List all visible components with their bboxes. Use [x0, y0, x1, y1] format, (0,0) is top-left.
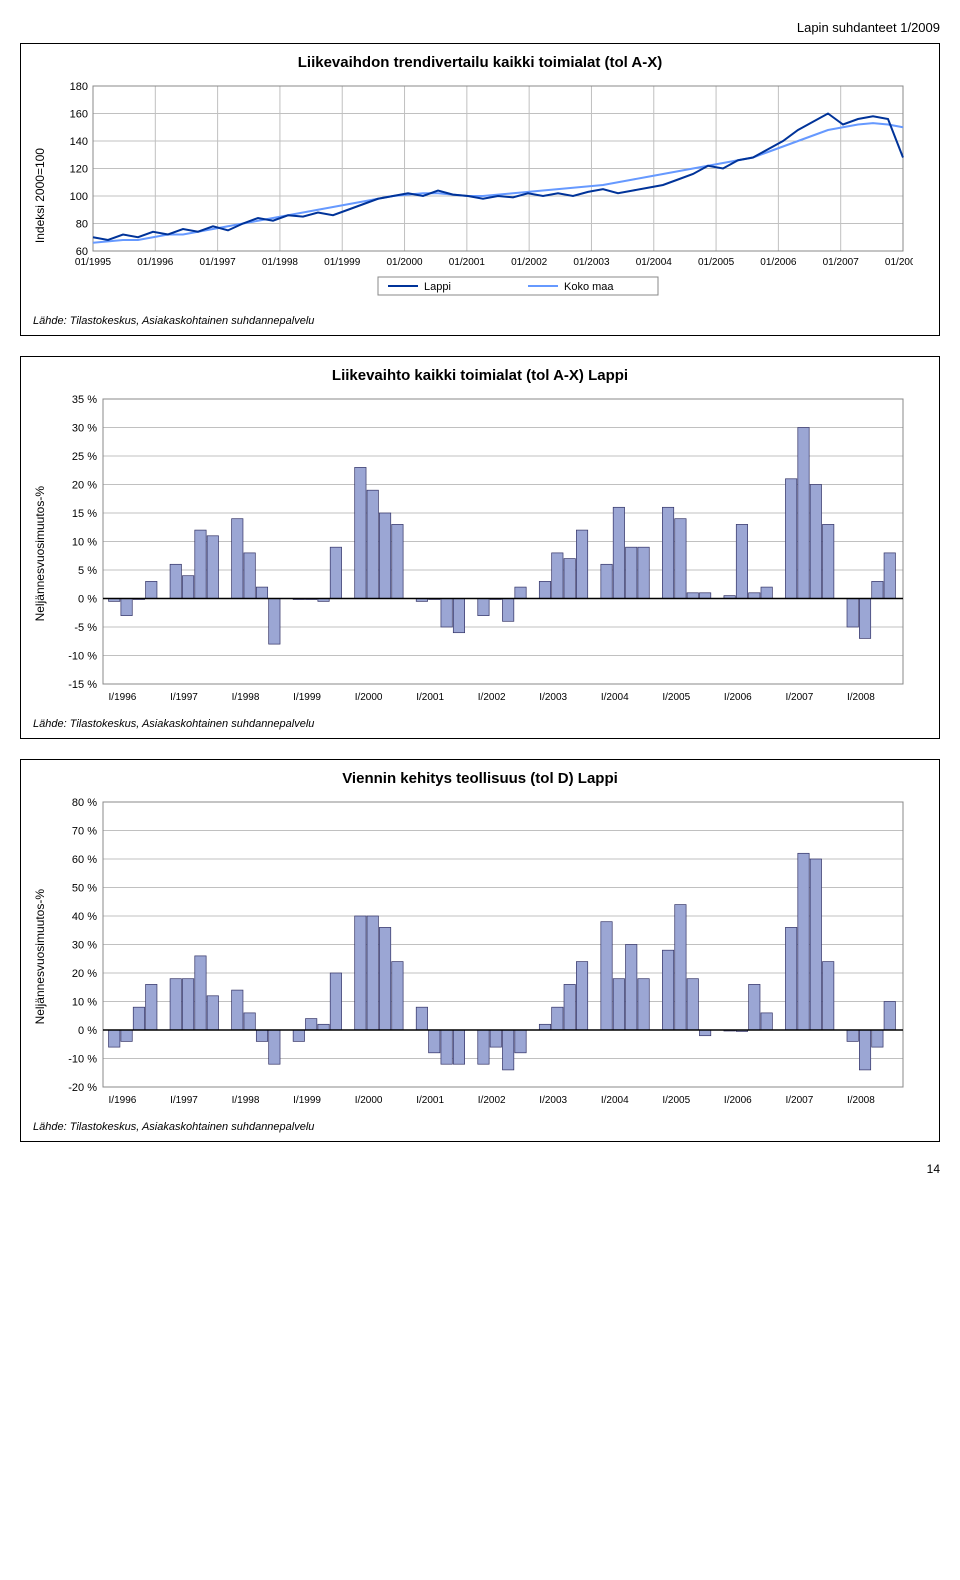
chart2-container: Liikevaihto kaikki toimialat (tol A-X) L…	[20, 356, 940, 739]
svg-text:5 %: 5 %	[78, 565, 97, 577]
svg-text:25 %: 25 %	[72, 451, 97, 463]
svg-text:01/2004: 01/2004	[636, 257, 673, 268]
svg-text:01/2006: 01/2006	[760, 257, 797, 268]
svg-text:140: 140	[70, 136, 88, 148]
chart2-svg: -15 % -10 % -5 % 0 % 5 % 10 % 15 % 20 % 25 % 30 %…	[53, 394, 913, 714]
svg-text:I/2004: I/2004	[601, 1095, 629, 1106]
page-number: 14	[20, 1162, 940, 1176]
svg-text:I/1998: I/1998	[232, 1095, 260, 1106]
svg-text:01/2001: 01/2001	[449, 257, 486, 268]
svg-text:-15 %: -15 %	[68, 679, 97, 691]
chart1-source: Lähde: Tilastokeskus, Asiakaskohtainen s…	[33, 315, 927, 327]
svg-text:I/2005: I/2005	[662, 1095, 690, 1106]
svg-text:01/1999: 01/1999	[324, 257, 361, 268]
svg-text:80: 80	[76, 219, 88, 231]
svg-text:I/2004: I/2004	[601, 692, 629, 703]
svg-text:I/1996: I/1996	[109, 1095, 137, 1106]
svg-text:-5 %: -5 %	[74, 622, 97, 634]
svg-text:01/2007: 01/2007	[823, 257, 860, 268]
svg-text:80 %: 80 %	[72, 797, 97, 809]
chart1-container: Liikevaihdon trendivertailu kaikki toimi…	[20, 43, 940, 336]
svg-text:180: 180	[70, 81, 88, 93]
svg-text:I/1998: I/1998	[232, 692, 260, 703]
svg-text:01/2005: 01/2005	[698, 257, 735, 268]
chart2-source: Lähde: Tilastokeskus, Asiakaskohtainen s…	[33, 718, 927, 730]
svg-text:I/2008: I/2008	[847, 692, 875, 703]
svg-text:I/1999: I/1999	[293, 692, 321, 703]
svg-text:I/2003: I/2003	[539, 1095, 567, 1106]
chart3-svg: -20 % -10 % 0 % 10 % 20 % 30 % 40 % 50 % 60 % 70 …	[53, 797, 913, 1117]
chart3-ylabel: Neljännesvuosimuutos-%	[33, 889, 47, 1024]
svg-text:40 %: 40 %	[72, 911, 97, 923]
svg-text:70 %: 70 %	[72, 826, 97, 838]
chart3-title: Viennin kehitys teollisuus (tol D) Lappi	[33, 770, 927, 787]
svg-text:-20 %: -20 %	[68, 1082, 97, 1094]
svg-text:01/1997: 01/1997	[200, 257, 237, 268]
svg-text:01/1998: 01/1998	[262, 257, 299, 268]
svg-text:I/2000: I/2000	[355, 1095, 383, 1106]
svg-text:I/1999: I/1999	[293, 1095, 321, 1106]
svg-text:-10 %: -10 %	[68, 1054, 97, 1066]
chart1-ylabel: Indeksi 2000=100	[33, 148, 47, 243]
svg-text:0 %: 0 %	[78, 594, 97, 606]
svg-text:20 %: 20 %	[72, 480, 97, 492]
svg-text:I/2001: I/2001	[416, 1095, 444, 1106]
svg-text:10 %: 10 %	[72, 537, 97, 549]
chart1-svg: 608010012014016018001/199501/199601/1997…	[53, 81, 913, 311]
svg-text:-10 %: -10 %	[68, 651, 97, 663]
svg-text:I/2007: I/2007	[785, 1095, 813, 1106]
svg-text:60 %: 60 %	[72, 854, 97, 866]
svg-text:0 %: 0 %	[78, 1025, 97, 1037]
svg-text:I/1997: I/1997	[170, 692, 198, 703]
svg-text:50 %: 50 %	[72, 883, 97, 895]
svg-text:Koko maa: Koko maa	[564, 281, 614, 293]
svg-text:15 %: 15 %	[72, 508, 97, 520]
svg-text:01/1996: 01/1996	[137, 257, 174, 268]
svg-text:160: 160	[70, 109, 88, 121]
svg-text:I/2007: I/2007	[785, 692, 813, 703]
svg-text:01/1995: 01/1995	[75, 257, 112, 268]
svg-text:I/1997: I/1997	[170, 1095, 198, 1106]
svg-text:I/2002: I/2002	[478, 1095, 506, 1106]
chart2-ylabel: Neljännesvuosimuutos-%	[33, 486, 47, 621]
svg-text:I/2006: I/2006	[724, 1095, 752, 1106]
svg-text:I/2000: I/2000	[355, 692, 383, 703]
svg-text:30 %: 30 %	[72, 940, 97, 952]
chart2-title: Liikevaihto kaikki toimialat (tol A-X) L…	[33, 367, 927, 384]
svg-text:I/2006: I/2006	[724, 692, 752, 703]
svg-text:01/2002: 01/2002	[511, 257, 548, 268]
svg-text:10 %: 10 %	[72, 997, 97, 1009]
svg-text:01/2003: 01/2003	[573, 257, 610, 268]
svg-text:120: 120	[70, 164, 88, 176]
svg-text:Lappi: Lappi	[424, 281, 451, 293]
chart1-title: Liikevaihdon trendivertailu kaikki toimi…	[33, 54, 927, 71]
svg-text:30 %: 30 %	[72, 423, 97, 435]
svg-text:I/2001: I/2001	[416, 692, 444, 703]
chart3-source: Lähde: Tilastokeskus, Asiakaskohtainen s…	[33, 1121, 927, 1133]
page-header: Lapin suhdanteet 1/2009	[20, 20, 940, 35]
svg-text:I/2002: I/2002	[478, 692, 506, 703]
svg-text:I/2005: I/2005	[662, 692, 690, 703]
svg-text:I/2008: I/2008	[847, 1095, 875, 1106]
svg-text:01/2000: 01/2000	[386, 257, 423, 268]
svg-text:20 %: 20 %	[72, 968, 97, 980]
chart3-container: Viennin kehitys teollisuus (tol D) Lappi…	[20, 759, 940, 1142]
svg-text:I/2003: I/2003	[539, 692, 567, 703]
svg-text:100: 100	[70, 191, 88, 203]
svg-text:I/1996: I/1996	[109, 692, 137, 703]
svg-text:01/2008: 01/2008	[885, 257, 913, 268]
svg-text:35 %: 35 %	[72, 394, 97, 406]
